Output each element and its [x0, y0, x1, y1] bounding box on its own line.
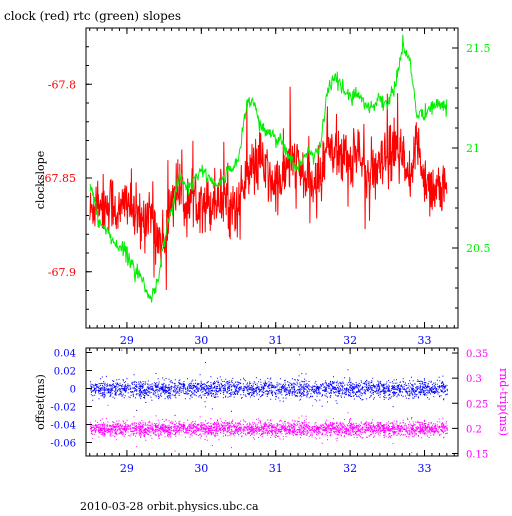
chart-title: clock (red) rtc (green) slopes	[4, 9, 181, 23]
bottom-ytick-label: 0.02	[54, 367, 76, 378]
bottom-ytick-label: -0.04	[50, 421, 76, 432]
top-xtick-label: 33	[418, 334, 432, 347]
bottom-xtick-label: 30	[194, 462, 208, 475]
top-xtick-label: 31	[269, 334, 283, 347]
top-xtick-label: 32	[343, 334, 357, 347]
bottom-ytick-label: -0.06	[50, 439, 76, 450]
bottom-ytick-label: -0.02	[50, 403, 76, 414]
bottom-y2tick-label: 0.15	[466, 449, 488, 460]
top-ytick-label: -67.85	[41, 172, 76, 185]
top-xtick-label: 30	[194, 334, 208, 347]
bottom-y2tick-label: 0.2	[466, 424, 482, 435]
bottom-xtick-label: 29	[120, 462, 134, 475]
bottom-panel-frame	[85, 347, 459, 457]
bottom-y2label: rnd-trip(ms)	[497, 368, 510, 436]
bottom-y2tick-label: 0.3	[466, 374, 482, 385]
footer-caption: 2010-03-28 orbit.physics.ubc.ca	[80, 500, 259, 512]
offset-scatter-points	[90, 349, 448, 436]
top-ylabel: clockslope	[34, 151, 47, 209]
top-y2tick-label: 21.5	[466, 42, 491, 55]
bottom-xtick-label: 33	[418, 462, 432, 475]
bottom-ytick-label: 0.04	[54, 349, 76, 360]
top-ytick-label: -67.8	[48, 78, 76, 91]
top-ytick-label: -67.9	[48, 266, 76, 279]
bottom-ylabel: offset(ms)	[34, 374, 47, 430]
top-y2tick-label: 20.5	[466, 242, 491, 255]
bottom-y2tick-label: 0.25	[466, 399, 488, 410]
bottom-xtick-label: 32	[343, 462, 357, 475]
clock-series-line	[89, 86, 448, 291]
bottom-ytick-label: 0	[70, 385, 76, 396]
bottom-xtick-label: 31	[269, 462, 283, 475]
bottom-y2tick-label: 0.35	[466, 349, 488, 360]
rndtrip-scatter-points	[90, 393, 448, 454]
top-y2tick-label: 21	[466, 142, 480, 155]
rtc-series-line	[89, 34, 448, 303]
top-xtick-label: 29	[120, 334, 134, 347]
